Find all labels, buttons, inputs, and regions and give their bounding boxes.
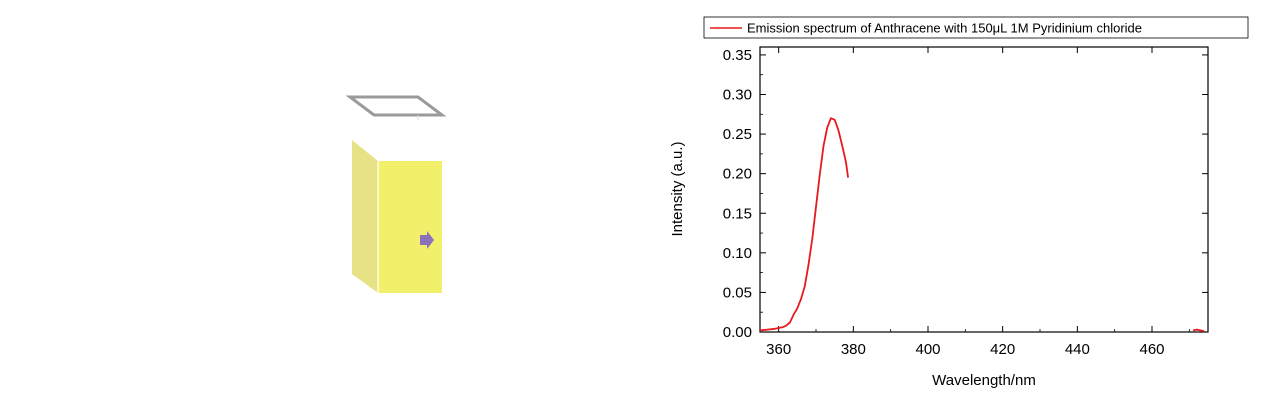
cuvette-liquid-side [352, 140, 378, 293]
x-tick-label: 460 [1139, 341, 1164, 358]
series-layer [759, 117, 1205, 333]
arrow-icon [420, 231, 434, 249]
y-tick-label: 0.20 [723, 166, 752, 183]
x-axis-label: Wavelength/nm [932, 372, 1036, 389]
x-tick-label: 380 [841, 341, 866, 358]
y-tick-label: 0.30 [723, 87, 752, 104]
plot-frame-group [759, 46, 1209, 333]
cuvette-cap [345, 95, 447, 117]
y-tick-label: 0.05 [723, 284, 752, 301]
x-tick-labels: 360 380 400 420 440 460 [766, 341, 1164, 358]
y-tick-label: 0.35 [723, 47, 752, 64]
legend: Emission spectrum of Anthracene with 150… [703, 16, 1249, 39]
cuvette-liquid-front [378, 161, 442, 293]
legend-box [703, 16, 1249, 39]
emission-chart: 0.00 0.05 0.10 0.15 0.20 0.25 0.30 0.35 360 380 4… [669, 16, 1249, 389]
plot-frame [759, 46, 1209, 333]
x-tick-label: 440 [1065, 341, 1090, 358]
y-tick-label: 0.25 [723, 126, 752, 143]
y-tick-label: 0.15 [723, 205, 752, 222]
series-line [1192, 328, 1205, 333]
cuvette-illustration [345, 95, 447, 293]
x-tick-label: 360 [766, 341, 791, 358]
y-tick-labels: 0.00 0.05 0.10 0.15 0.20 0.25 0.30 0.35 [723, 47, 752, 341]
y-tick-label: 0.00 [723, 324, 752, 341]
legend-label: Emission spectrum of Anthracene with 150… [747, 21, 1142, 36]
y-tick-label: 0.10 [723, 245, 752, 262]
x-tick-label: 420 [990, 341, 1015, 358]
y-axis-label: Intensity (a.u.) [669, 141, 686, 236]
x-tick-label: 400 [915, 341, 940, 358]
axis-ticks [760, 47, 1208, 333]
series-line [759, 117, 849, 332]
